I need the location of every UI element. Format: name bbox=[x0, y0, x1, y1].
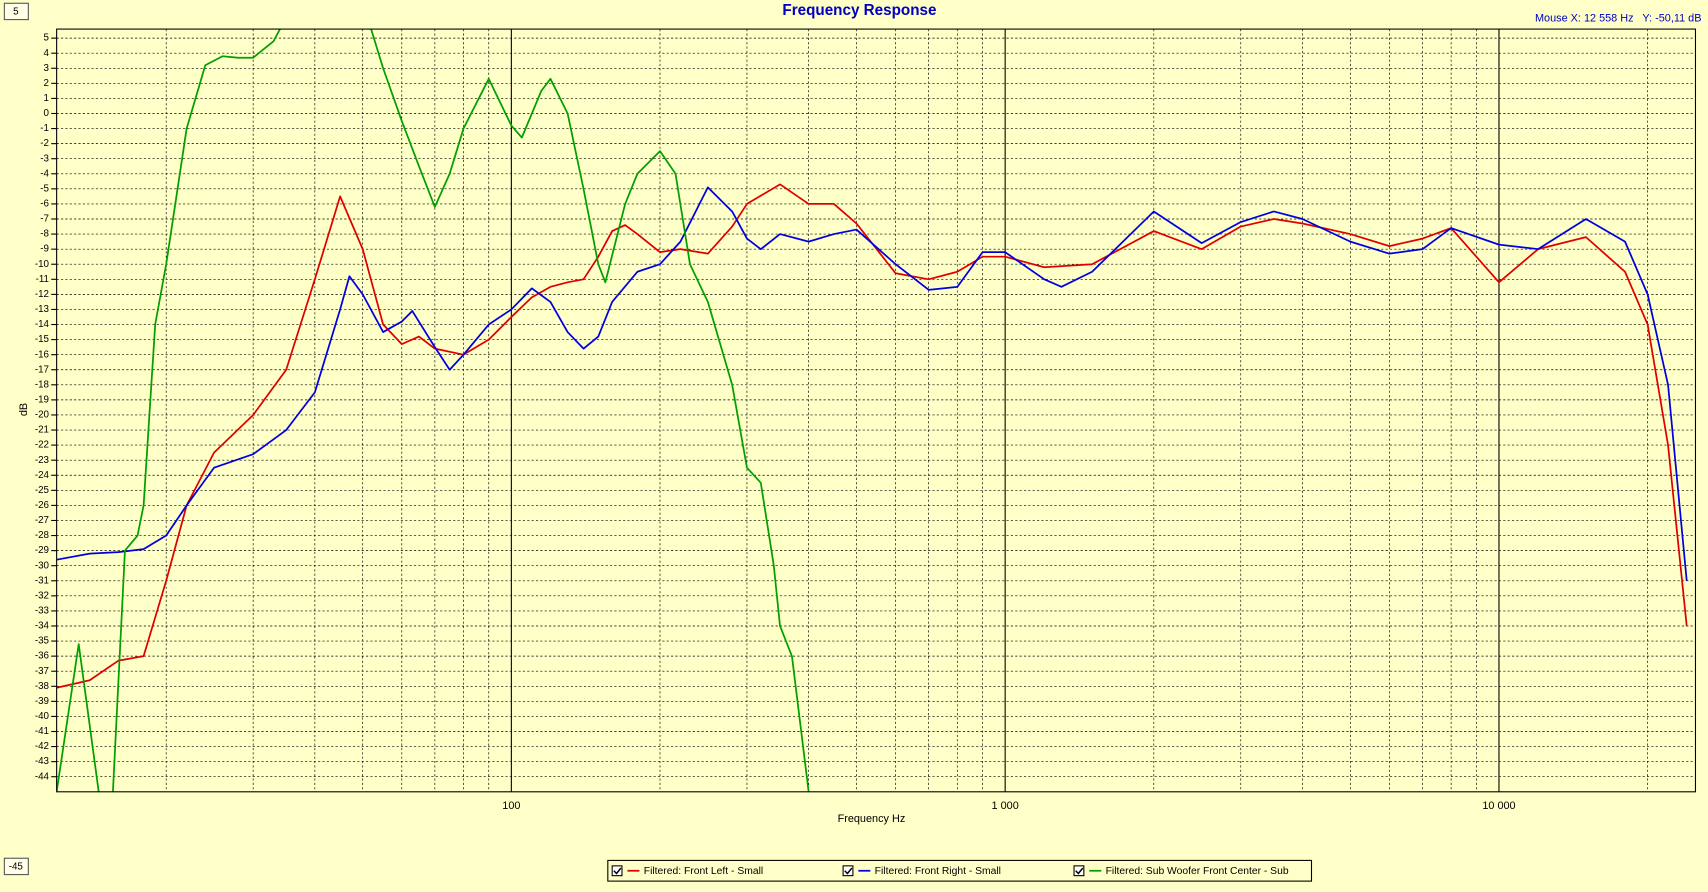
y-min-input[interactable] bbox=[3, 857, 29, 876]
y-tick-label: -36 bbox=[35, 651, 50, 662]
y-tick-label: -43 bbox=[35, 756, 50, 767]
x-axis-label: Frequency Hz bbox=[838, 813, 906, 825]
y-axis-label: dB bbox=[18, 403, 30, 416]
y-tick-label: -42 bbox=[35, 741, 49, 752]
y-tick-label: -18 bbox=[35, 379, 50, 390]
legend-checkbox[interactable] bbox=[1073, 865, 1085, 877]
y-tick-label: -25 bbox=[35, 485, 50, 496]
chart-title: Frequency Response bbox=[782, 2, 936, 19]
x-tick-label: 1 000 bbox=[992, 800, 1019, 812]
y-tick-label: -21 bbox=[35, 425, 49, 436]
y-tick-label: -44 bbox=[35, 771, 50, 782]
y-tick-label: 3 bbox=[44, 63, 50, 74]
plot-lines bbox=[56, 29, 1688, 792]
legend-check[interactable] bbox=[1075, 867, 1084, 875]
legend-checkbox[interactable] bbox=[611, 865, 623, 877]
y-tick-label: -34 bbox=[35, 621, 50, 632]
y-tick-label: -7 bbox=[40, 214, 49, 225]
legend: Filtered: Front Left - Small Filtered: Fr… bbox=[607, 859, 1313, 882]
legend-label[interactable]: Filtered: Front Right - Small bbox=[875, 866, 1001, 877]
y-tick-label: -6 bbox=[40, 199, 49, 210]
y-tick-label: -37 bbox=[35, 666, 49, 677]
y-tick-label: -38 bbox=[35, 681, 50, 692]
y-tick-label: -4 bbox=[40, 168, 49, 179]
y-tick-label: 1 bbox=[44, 93, 49, 104]
y-tick-label: -15 bbox=[35, 334, 50, 345]
y-tick-label: -41 bbox=[35, 726, 49, 737]
y-tick-label: 0 bbox=[44, 108, 50, 119]
y-tick-label: -20 bbox=[35, 410, 50, 421]
x-tick-label: 10 000 bbox=[1482, 800, 1515, 812]
y-tick-label: 4 bbox=[44, 48, 50, 59]
mouse-readout: Mouse X: 12 558 Hz Y: -50,11 dB bbox=[1535, 12, 1701, 24]
legend-label[interactable]: Filtered: Sub Woofer Front Center - Sub bbox=[1106, 866, 1289, 877]
y-tick-label: -24 bbox=[35, 470, 50, 481]
y-tick-label: -9 bbox=[40, 244, 49, 255]
plot-frame bbox=[56, 28, 1697, 793]
legend-label[interactable]: Filtered: Front Left - Small bbox=[644, 866, 763, 877]
y-tick-label: -1 bbox=[40, 123, 49, 134]
y-tick-label: -27 bbox=[35, 515, 49, 526]
y-max-input[interactable] bbox=[3, 2, 29, 21]
y-tick-label: -28 bbox=[35, 530, 50, 541]
y-min-value[interactable]: -45 bbox=[9, 862, 24, 873]
y-tick-label: -32 bbox=[35, 590, 49, 601]
y-tick-label: -23 bbox=[35, 455, 50, 466]
y-tick-label: -2 bbox=[40, 138, 49, 149]
y-tick-label: -13 bbox=[35, 304, 50, 315]
y-tick-label: -17 bbox=[35, 364, 49, 375]
y-tick-label: -14 bbox=[35, 319, 50, 330]
legend-check[interactable] bbox=[613, 867, 622, 875]
legend-checkbox[interactable] bbox=[842, 865, 854, 877]
y-tick-label: -26 bbox=[35, 500, 50, 511]
series-line bbox=[56, 183, 1688, 689]
y-max-value[interactable]: 5 bbox=[13, 7, 19, 18]
y-tick-label: -33 bbox=[35, 606, 50, 617]
y-tick-label: -29 bbox=[35, 545, 49, 556]
y-tick-label: -31 bbox=[35, 575, 49, 586]
x-tick-label: 100 bbox=[502, 800, 520, 812]
legend-box bbox=[607, 859, 1313, 882]
y-tick-label: -10 bbox=[35, 259, 50, 270]
series-line bbox=[56, 29, 810, 792]
y-tick-label: -35 bbox=[35, 636, 50, 647]
y-tick-label: -30 bbox=[35, 560, 50, 571]
y-tick-label: -8 bbox=[40, 229, 49, 240]
y-tick-label: 5 bbox=[44, 33, 50, 44]
y-tick-label: 2 bbox=[44, 78, 49, 89]
y-tick-label: -19 bbox=[35, 394, 49, 405]
y-tick-label: -16 bbox=[35, 349, 50, 360]
y-tick-label: -39 bbox=[35, 696, 49, 707]
grid: 5 4 3 2 1 0 -1 -2 -3 -4 -5 -6 -7 -8 -9 -10 -11 -12 -13 -14 -… bbox=[35, 29, 1696, 812]
y-tick-label: -22 bbox=[35, 440, 49, 451]
y-tick-label: -11 bbox=[36, 274, 49, 285]
y-tick-label: -40 bbox=[35, 711, 50, 722]
y-tick-label: -5 bbox=[40, 183, 49, 194]
series-line bbox=[56, 186, 1688, 581]
legend-check[interactable] bbox=[844, 867, 853, 875]
y-tick-label: -12 bbox=[35, 289, 49, 300]
y-tick-label: -3 bbox=[40, 153, 49, 164]
